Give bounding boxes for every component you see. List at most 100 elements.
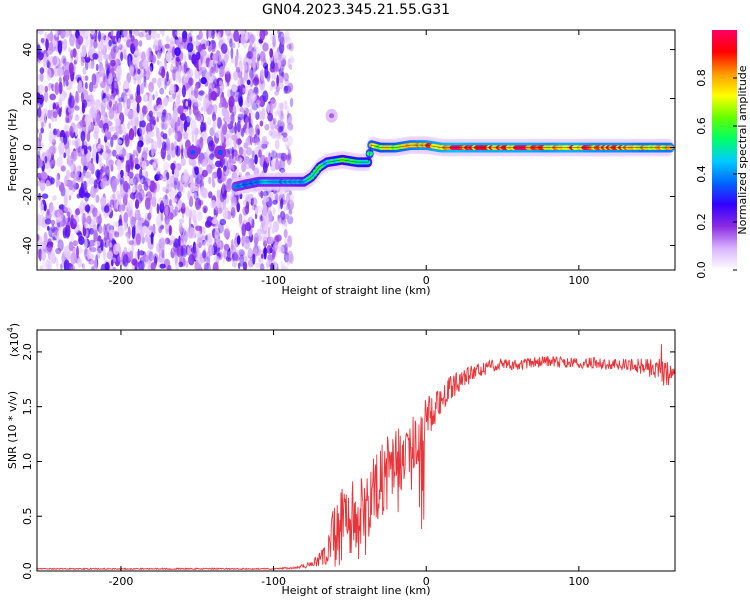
- noise-speckle: [81, 102, 86, 114]
- noise-speckle: [119, 204, 124, 213]
- noise-speckle: [154, 91, 159, 98]
- spectrogram-plot-area: [37, 30, 675, 270]
- noise-speckle: [185, 260, 189, 268]
- noise-speckle: [277, 200, 281, 213]
- noise-speckle: [266, 259, 269, 269]
- noise-speckle: [187, 32, 192, 44]
- noise-speckle: [175, 30, 181, 36]
- noise-speckle: [42, 108, 48, 117]
- noise-speckle: [208, 176, 212, 185]
- noise-speckle: [61, 55, 67, 64]
- snr-y-ticks: 0.0 0.5 1.0 1.5 2.0: [21, 343, 675, 580]
- noise-speckle: [119, 149, 126, 158]
- colorbar-tick-label: 0.0: [695, 261, 708, 279]
- noise-speckle: [168, 189, 175, 199]
- y-tick-label: -40: [21, 237, 34, 255]
- noise-speckle: [189, 182, 196, 193]
- noise-speckle: [263, 62, 269, 70]
- noise-speckle: [195, 126, 199, 138]
- noise-speckle: [174, 252, 179, 266]
- noise-speckle: [108, 159, 114, 167]
- noise-speckle: [212, 104, 218, 114]
- noise-speckle: [47, 61, 51, 69]
- noise-speckle: [108, 225, 115, 232]
- noise-speckle: [256, 59, 260, 70]
- noise-speckle: [139, 168, 143, 180]
- noise-speckle: [143, 146, 149, 153]
- noise-speckle: [83, 180, 88, 191]
- noise-speckle: [91, 73, 97, 86]
- noise-speckle: [110, 137, 114, 148]
- noise-speckle: [144, 30, 148, 33]
- noise-speckle: [138, 31, 144, 38]
- noise-speckle: [198, 241, 202, 249]
- noise-speckle: [80, 130, 86, 143]
- noise-speckle: [266, 71, 271, 82]
- noise-speckle: [41, 193, 49, 199]
- noise-speckle: [178, 235, 181, 247]
- noise-speckle: [152, 119, 156, 126]
- noise-speckle: [284, 243, 289, 255]
- noise-speckle: [93, 229, 98, 242]
- noise-speckle: [202, 92, 209, 102]
- noise-speckle: [267, 226, 271, 238]
- noise-speckle: [170, 162, 176, 171]
- noise-speckle: [148, 94, 153, 104]
- noise-speckle: [175, 54, 179, 68]
- noise-speckle: [241, 149, 248, 158]
- noise-speckle: [183, 61, 188, 74]
- noise-speckle: [280, 171, 287, 178]
- noise-speckle: [217, 222, 224, 234]
- noise-speckle: [63, 31, 70, 37]
- noise-speckle: [156, 50, 162, 59]
- noise-speckle: [286, 43, 292, 50]
- noise-speckle: [64, 175, 68, 187]
- noise-speckle: [168, 199, 172, 207]
- noise-speckle: [135, 95, 142, 104]
- noise-speckle: [80, 154, 87, 167]
- noise-speckle: [271, 227, 276, 234]
- noise-speckle: [244, 85, 249, 94]
- noise-speckle: [40, 127, 44, 134]
- noise-speckle: [175, 262, 180, 270]
- noise-speckle: [183, 54, 187, 62]
- noise-speckle: [170, 63, 174, 71]
- noise-speckle: [278, 102, 284, 109]
- noise-speckle: [141, 150, 148, 162]
- noise-speckle: [279, 68, 284, 77]
- noise-speckle: [278, 79, 284, 90]
- noise-speckle: [244, 193, 250, 204]
- noise-speckle: [106, 62, 112, 70]
- noise-speckle: [43, 203, 47, 212]
- noise-speckle: [269, 246, 272, 252]
- noise-speckle: [95, 151, 99, 164]
- noise-speckle: [62, 226, 68, 236]
- noise-speckle: [211, 218, 218, 225]
- noise-speckle: [64, 224, 71, 238]
- noise-speckle: [129, 154, 133, 164]
- noise-speckle: [42, 258, 46, 270]
- x-tick-label: 100: [568, 575, 589, 588]
- noise-speckle: [48, 131, 54, 144]
- noise-speckle: [238, 146, 244, 156]
- noise-speckle: [219, 218, 227, 226]
- noise-speckle: [143, 181, 149, 192]
- noise-speckle: [159, 263, 166, 269]
- noise-speckle: [271, 73, 277, 80]
- noise-speckle: [283, 127, 291, 134]
- noise-speckle: [225, 182, 232, 193]
- noise-speckle: [47, 245, 52, 253]
- noise-speckle: [245, 201, 250, 210]
- noise-speckle: [237, 113, 244, 121]
- noise-speckle: [206, 117, 212, 126]
- noise-speckle: [58, 81, 63, 95]
- noise-speckle: [102, 152, 109, 159]
- noise-speckle: [111, 238, 116, 245]
- noise-speckle: [127, 200, 133, 212]
- noise-speckle: [37, 159, 44, 168]
- noise-speckle: [194, 167, 199, 176]
- noise-speckle: [47, 109, 52, 119]
- noise-speckle: [278, 82, 283, 90]
- noise-speckle: [156, 104, 163, 114]
- noise-speckle: [242, 212, 246, 220]
